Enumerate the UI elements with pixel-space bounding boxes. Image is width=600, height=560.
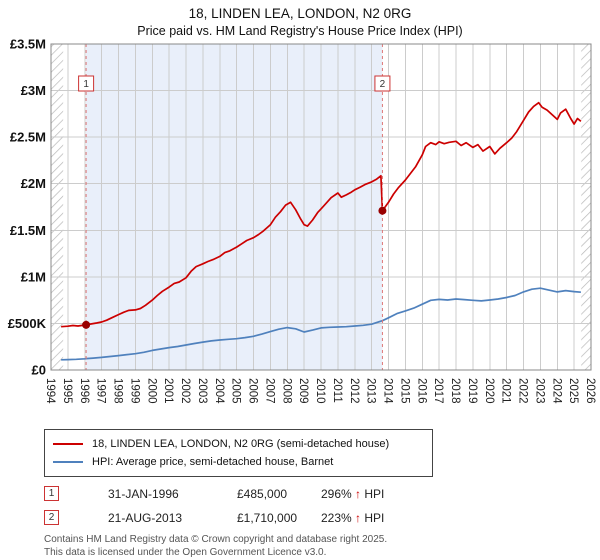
up-arrow-icon: ↑: [355, 510, 362, 525]
x-axis-tick-label: 1994: [44, 378, 56, 404]
x-axis-tick-label: 2000: [145, 378, 157, 404]
x-axis-tick-label: 2024: [550, 378, 562, 404]
sale-point-marker: [82, 320, 91, 329]
y-axis-tick-label: £0: [32, 363, 46, 378]
sale-2-date: 21-AUG-2013: [108, 510, 183, 525]
x-axis-tick-label: 2011: [331, 378, 343, 403]
x-axis-tick-label: 2023: [533, 378, 545, 404]
license-footer: Contains HM Land Registry data © Crown c…: [44, 534, 600, 559]
x-axis-tick-label: 2025: [567, 378, 579, 404]
sale-1-hpi-change: 296% ↑ HPI: [321, 487, 600, 501]
x-axis-tick-label: 1998: [112, 378, 124, 404]
sale-number-box: [374, 75, 391, 92]
page-title: 18, LINDEN LEA, LONDON, N2 0RG: [188, 6, 412, 21]
y-axis-tick-label: £1M: [21, 269, 46, 284]
sale-1-price: £485,000: [237, 486, 288, 501]
legend-label-hpi: HPI: Average price, semi-detached house,…: [92, 456, 334, 468]
x-axis-tick-label: 2008: [280, 378, 292, 404]
x-axis-tick-label: 2004: [213, 378, 225, 404]
sale-2-marker-badge: 2: [44, 510, 59, 525]
x-axis-tick-label: 2022: [517, 378, 529, 404]
x-axis-tick-label: 2017: [432, 378, 444, 404]
footer-line-1: Contains HM Land Registry data © Crown c…: [44, 534, 388, 545]
chart-header: 18, LINDEN LEA, LONDON, N2 0RG Price pai…: [0, 0, 600, 38]
legend-item-price-paid: 18, LINDEN LEA, LONDON, N2 0RG (semi-det…: [53, 435, 424, 453]
sale-1-hpi-label: HPI: [364, 486, 385, 501]
x-axis-tick-label: 1999: [128, 378, 140, 404]
sale-2-hpi-change: 223% ↑ HPI: [321, 511, 600, 525]
sale-number-label: 1: [83, 79, 89, 90]
sale-1-pct: 296%: [321, 486, 352, 501]
y-axis-tick-label: £3M: [21, 83, 46, 98]
x-axis-tick-label: 2014: [382, 378, 394, 404]
sale-number-box: [78, 75, 95, 92]
x-axis-tick-label: 2018: [449, 378, 461, 404]
x-axis-tick-label: 2007: [263, 378, 275, 404]
y-axis-tick-label: £1.5M: [10, 223, 46, 238]
x-axis-tick-label: 2001: [162, 378, 174, 404]
x-axis-tick-label: 2015: [398, 378, 410, 404]
price-paid-line: [61, 101, 582, 328]
sale-2-hpi-label: HPI: [364, 510, 385, 525]
x-axis-tick-label: 2026: [584, 378, 596, 404]
sale-2-price: £1,710,000: [237, 510, 298, 525]
sale-number-label: 2: [380, 79, 386, 90]
plot-border: [50, 43, 592, 371]
x-axis-tick-label: 1995: [61, 378, 73, 404]
hpi-line: [61, 287, 581, 361]
sale-1-date: 31-JAN-1996: [108, 486, 179, 501]
chart-legend: 18, LINDEN LEA, LONDON, N2 0RG (semi-det…: [44, 429, 433, 477]
sale-point-marker: [378, 206, 387, 215]
sale-row-2: 2 21-AUG-2013 £1,710,000 223% ↑ HPI: [44, 510, 600, 525]
x-axis-tick-label: 2002: [179, 378, 191, 404]
up-arrow-icon: ↑: [355, 486, 362, 501]
x-axis-tick-label: 2016: [415, 378, 427, 404]
x-axis-tick-label: 2020: [483, 378, 495, 404]
y-axis-tick-label: £3.5M: [10, 38, 46, 52]
legend-item-hpi: HPI: Average price, semi-detached house,…: [53, 453, 424, 471]
x-axis-tick-label: 2010: [314, 378, 326, 404]
sale-row-1: 1 31-JAN-1996 £485,000 296% ↑ HPI: [44, 486, 600, 501]
legend-label-price-paid: 18, LINDEN LEA, LONDON, N2 0RG (semi-det…: [92, 438, 390, 450]
sales-table: 1 31-JAN-1996 £485,000 296% ↑ HPI 2 21-A…: [44, 486, 600, 525]
sale-1-marker-badge: 1: [44, 486, 59, 501]
no-data-hatch-region: [581, 44, 591, 370]
footer-line-2: This data is licensed under the Open Gov…: [44, 546, 327, 558]
x-axis-tick-label: 2003: [196, 378, 208, 404]
red-line-swatch: [53, 443, 83, 445]
y-axis-tick-label: £2.5M: [10, 130, 46, 145]
sale-2-pct: 223%: [321, 510, 352, 525]
x-axis-tick-label: 2012: [348, 378, 360, 404]
x-axis-tick-label: 2009: [297, 378, 309, 404]
price-chart: £0 £500K £1M £1.5M £2M £2.5M £3M £3.5M 1994 1995 1…: [8, 37, 596, 405]
x-axis-tick-label: 1997: [95, 378, 107, 404]
y-axis-tick-label: £500K: [8, 316, 47, 331]
x-axis-tick-label: 2013: [365, 378, 377, 404]
no-data-hatch-region: [51, 44, 64, 370]
x-axis-tick-label: 2006: [247, 378, 259, 404]
y-axis-tick-label: £2M: [21, 176, 46, 191]
page-subtitle: Price paid vs. HM Land Registry's House …: [137, 24, 463, 38]
x-axis-tick-label: 2021: [500, 378, 512, 404]
x-axis-tick-label: 2019: [466, 378, 478, 404]
x-axis-tick-label: 2005: [230, 378, 242, 404]
blue-line-swatch: [53, 461, 83, 463]
x-axis-tick-label: 1996: [78, 378, 90, 404]
